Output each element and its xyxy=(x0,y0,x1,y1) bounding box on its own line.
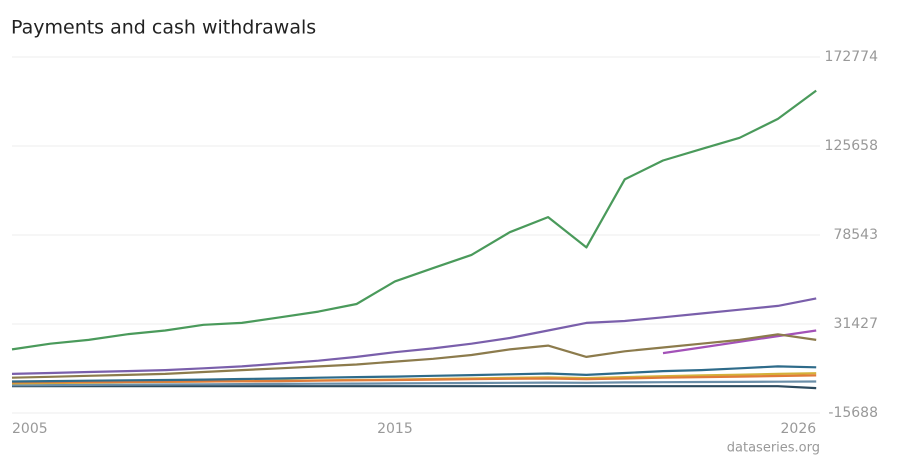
series-line xyxy=(12,385,817,390)
x-tick-label: 2005 xyxy=(12,421,48,437)
y-tick-label: 172774 xyxy=(825,49,879,65)
y-tick-label: -15688 xyxy=(828,405,878,421)
series-line xyxy=(11,333,817,379)
series-line xyxy=(11,380,817,387)
series-line xyxy=(11,374,817,384)
x-tick-label: 2026 xyxy=(781,421,817,437)
chart-title: Payments and cash withdrawals xyxy=(11,17,316,39)
series-line xyxy=(11,297,817,375)
series-line xyxy=(11,89,817,351)
source: dataseries.org xyxy=(727,441,820,456)
series-line xyxy=(11,365,817,383)
series-line xyxy=(662,329,817,355)
y-tick-label: 31427 xyxy=(833,316,878,332)
x-tick-label: 2015 xyxy=(377,421,413,437)
y-tick-label: 125658 xyxy=(825,138,878,154)
y-tick-label: 78543 xyxy=(833,227,878,243)
